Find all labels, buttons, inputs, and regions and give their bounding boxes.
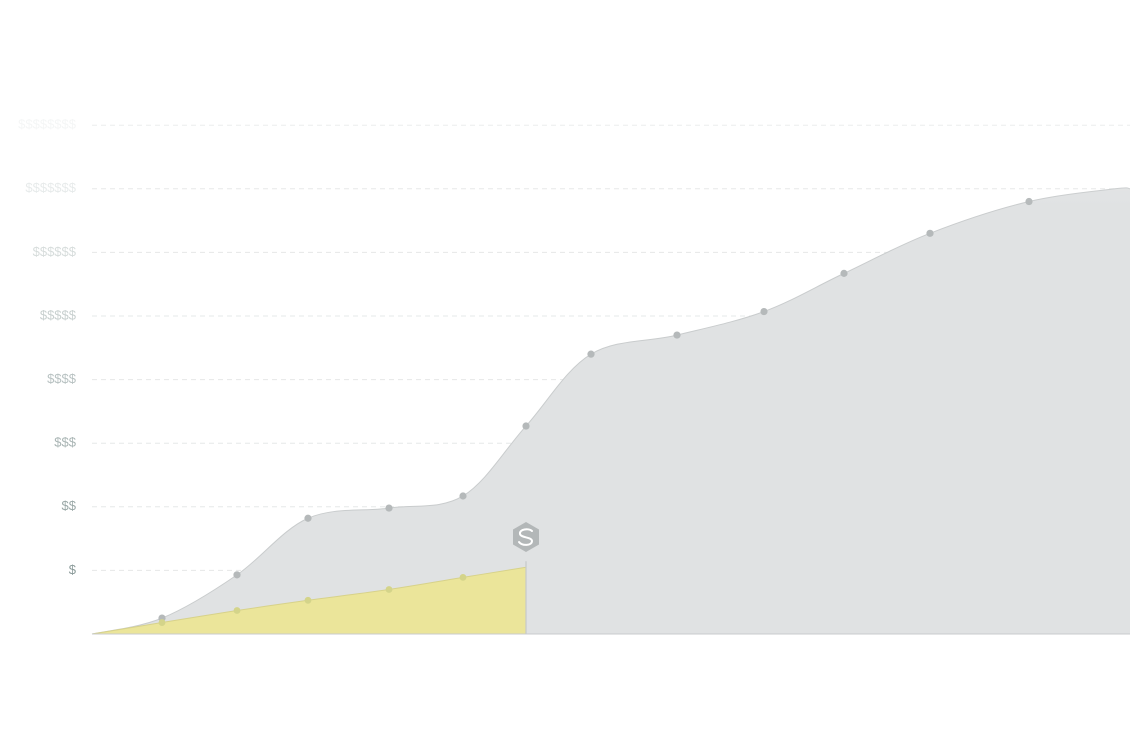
y-tick-label: $$ <box>62 498 77 513</box>
data-point-current <box>158 619 166 626</box>
highlight-marker <box>513 522 539 552</box>
data-point-current <box>304 596 312 604</box>
data-point-current <box>233 607 241 614</box>
data-point-total <box>459 492 467 500</box>
data-point-current <box>459 573 467 581</box>
s-glyph <box>518 528 534 546</box>
data-point-total <box>304 514 312 522</box>
fade-overlay <box>0 0 1130 420</box>
data-point-total <box>522 422 530 430</box>
y-tick-label: $ <box>69 562 77 577</box>
y-tick-label: $$$ <box>54 435 76 450</box>
data-point-current <box>385 586 393 593</box>
data-point-total <box>233 571 241 579</box>
data-point-total <box>385 504 393 512</box>
